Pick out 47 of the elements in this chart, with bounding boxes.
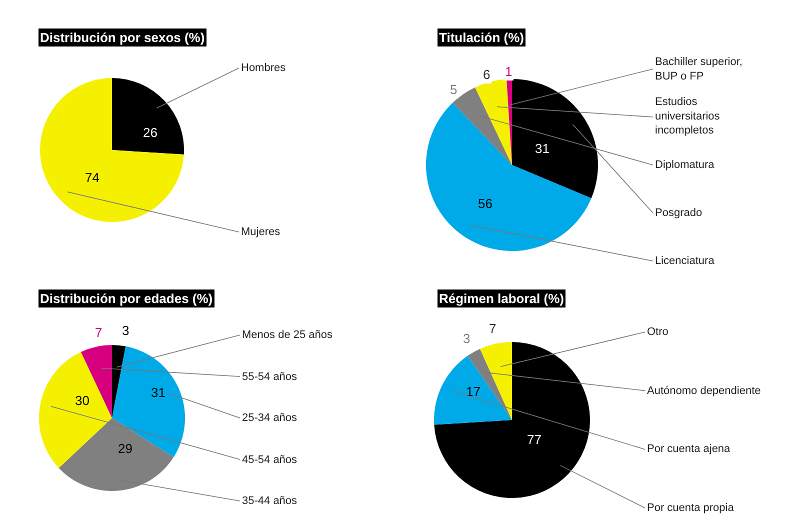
data-label: 17 [466,384,480,399]
slice-label: Mujeres [241,226,281,238]
pie-slice [112,345,126,418]
pie-slice [112,78,184,155]
data-label: 77 [527,432,542,447]
slice-label: Otro [647,326,668,338]
data-label: 31 [535,141,550,156]
chart-title: Distribución por edades (%) [40,291,213,306]
pie-slice [480,342,512,420]
data-label: 7 [489,321,496,336]
slice-label: Estudios universitarios incompletos [655,96,720,137]
data-label: 6 [483,67,490,82]
slice-label: Licenciatura [655,255,716,267]
data-label: 5 [450,82,458,97]
pie-slice [434,342,590,498]
slice-label: 45-54 años [242,454,298,466]
slice-label: Hombres [241,62,286,74]
chart-title: Régimen laboral (%) [439,291,564,306]
pie-slice [512,79,598,198]
slice-label: Por cuenta propia [647,502,735,514]
pie-slice [426,102,592,251]
data-label: 30 [75,393,90,408]
slice-label: 35-44 años [242,495,298,507]
data-label: 7 [95,325,102,340]
slice-label: Menos de 25 años [242,329,334,341]
pie-slice [39,352,112,468]
slice-label: Diplomatura [655,159,716,171]
pie-slice [434,356,512,425]
data-label: 3 [122,323,130,338]
chart-title: Titulación (%) [439,30,524,45]
data-label: 56 [478,196,492,211]
pie-slice [475,79,512,165]
data-label: 29 [118,441,132,456]
slice-label: 55-54 años [242,371,298,383]
slice-label: Posgrado [655,207,702,219]
data-label: 1 [505,64,512,79]
pie-slice [40,78,184,222]
data-label: 26 [143,125,158,140]
data-label: 31 [151,385,166,400]
slice-label: 25-34 años [242,412,298,424]
chart-title: Distribución por sexos (%) [40,30,205,45]
data-label: 3 [463,331,470,346]
slice-label: Autónomo dependiente [647,385,761,397]
slice-label: Bachiller superior, BUP o FP [655,56,742,82]
pie-slice [112,346,185,458]
data-label: 74 [85,170,100,185]
slice-label: Por cuenta ajena [647,443,732,455]
